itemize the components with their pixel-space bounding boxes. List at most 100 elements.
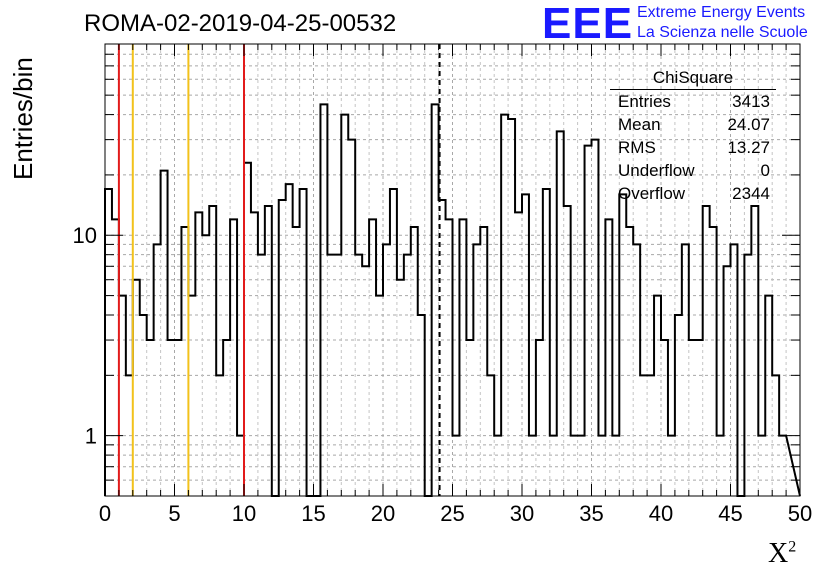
histogram-bin xyxy=(418,315,425,496)
stats-key: Mean xyxy=(618,115,661,134)
histogram-bin xyxy=(758,436,765,496)
histogram-bin xyxy=(244,163,251,496)
histogram-bin xyxy=(404,255,411,496)
histogram-series xyxy=(104,103,801,497)
histogram-bin xyxy=(703,206,710,496)
histogram-bin xyxy=(598,436,605,496)
histogram-bin xyxy=(188,296,195,496)
histogram-bin xyxy=(592,140,599,496)
x-tick-label: 5 xyxy=(168,501,180,526)
stats-value: 3413 xyxy=(732,92,770,111)
histogram-bin xyxy=(710,227,717,496)
x-tick-label: 30 xyxy=(510,501,534,526)
y-axis-label: Entries/bin xyxy=(8,57,38,180)
histogram-bin xyxy=(341,115,348,496)
histogram-bin xyxy=(161,171,168,496)
histogram-bin xyxy=(522,194,529,496)
histogram-bin xyxy=(668,436,675,496)
stats-row-entries: Entries 3413 xyxy=(618,92,770,114)
histogram-bin xyxy=(480,227,487,496)
x-tick-label: 35 xyxy=(579,501,603,526)
stats-key: Underflow xyxy=(618,161,695,180)
histogram-bin xyxy=(258,255,265,496)
histogram-bin xyxy=(647,375,654,496)
histogram-bin xyxy=(293,227,300,496)
histogram-bin xyxy=(765,296,772,496)
histogram-bin xyxy=(320,104,327,496)
histogram-bin xyxy=(751,206,758,496)
chart-title: ROMA-02-2019-04-25-00532 xyxy=(84,10,397,37)
histogram-bin xyxy=(772,375,779,496)
histogram-bin xyxy=(223,340,230,496)
histogram-bin xyxy=(119,296,126,496)
histogram-bin xyxy=(557,131,564,496)
histogram-bin xyxy=(529,436,536,496)
histogram-bin xyxy=(181,227,188,496)
histogram-bin xyxy=(501,115,508,496)
histogram-bin xyxy=(571,436,578,496)
histogram-bin xyxy=(585,146,592,496)
histogram-bin xyxy=(605,219,612,496)
y-tick-label: 1 xyxy=(85,424,97,449)
stats-row-rms: RMS 13.27 xyxy=(618,138,770,160)
histogram-bin xyxy=(689,340,696,496)
histogram-bin xyxy=(126,375,133,496)
histogram-bin xyxy=(536,340,543,496)
stats-divider xyxy=(610,89,776,90)
x-tick-label: 45 xyxy=(718,501,742,526)
histogram-bin xyxy=(202,235,209,496)
histogram-bin xyxy=(515,212,522,496)
histogram-bin xyxy=(731,244,738,496)
histogram-bin xyxy=(348,140,355,496)
logo-line-2: La Scienza nelle Scuole xyxy=(637,24,808,41)
x-tick-label: 20 xyxy=(371,501,395,526)
x-tick-label: 50 xyxy=(788,501,812,526)
histogram-bin xyxy=(661,340,668,496)
histogram-bin xyxy=(626,227,633,496)
stats-value: 2344 xyxy=(732,184,770,203)
histogram-bin xyxy=(453,436,460,496)
histogram-bin xyxy=(619,194,626,496)
histogram-bin xyxy=(612,436,619,496)
stats-key: Entries xyxy=(618,92,671,111)
stats-key: Overflow xyxy=(618,184,686,203)
stats-box: ChiSquare Entries 3413 Mean 24.07 RMS 13… xyxy=(610,68,776,208)
x-tick-label: 10 xyxy=(232,501,256,526)
histogram-bin xyxy=(175,340,182,496)
histogram-bin xyxy=(564,206,571,496)
histogram-bin xyxy=(578,436,585,496)
histogram-bin xyxy=(675,315,682,496)
histogram-bin xyxy=(682,244,689,496)
stats-value: 0 xyxy=(760,161,770,180)
stats-title: ChiSquare xyxy=(652,68,734,87)
histogram-bin xyxy=(195,212,202,496)
histogram-bin xyxy=(779,436,786,496)
histogram-bin xyxy=(494,436,501,496)
histogram-bin xyxy=(216,375,223,496)
histogram-bin xyxy=(133,280,140,496)
histogram-bin xyxy=(411,227,418,496)
histogram-bin xyxy=(327,255,334,496)
histogram-bin xyxy=(466,340,473,496)
histogram-bin xyxy=(154,244,161,496)
histogram-bin xyxy=(112,219,119,496)
histogram-bin xyxy=(168,340,175,496)
histogram-bin xyxy=(473,244,480,496)
x-tick-label: 40 xyxy=(649,501,673,526)
histogram-bin xyxy=(633,244,640,496)
x-tick-label: 0 xyxy=(99,501,111,526)
stats-key: RMS xyxy=(618,138,656,157)
y-tick-label: 10 xyxy=(73,223,97,248)
logo-line-1: Extreme Energy Events xyxy=(637,4,806,21)
histogram-bin xyxy=(717,436,724,496)
x-axis-label-sup: 2 xyxy=(788,538,797,556)
stats-value: 13.27 xyxy=(727,138,770,157)
x-tick-label: 15 xyxy=(301,501,325,526)
histogram-bin xyxy=(265,206,272,496)
histogram-bin xyxy=(230,219,237,496)
histogram-bin xyxy=(640,375,647,496)
histogram-bin xyxy=(376,296,383,496)
histogram-bin xyxy=(279,200,286,496)
histogram-bin xyxy=(724,266,731,496)
